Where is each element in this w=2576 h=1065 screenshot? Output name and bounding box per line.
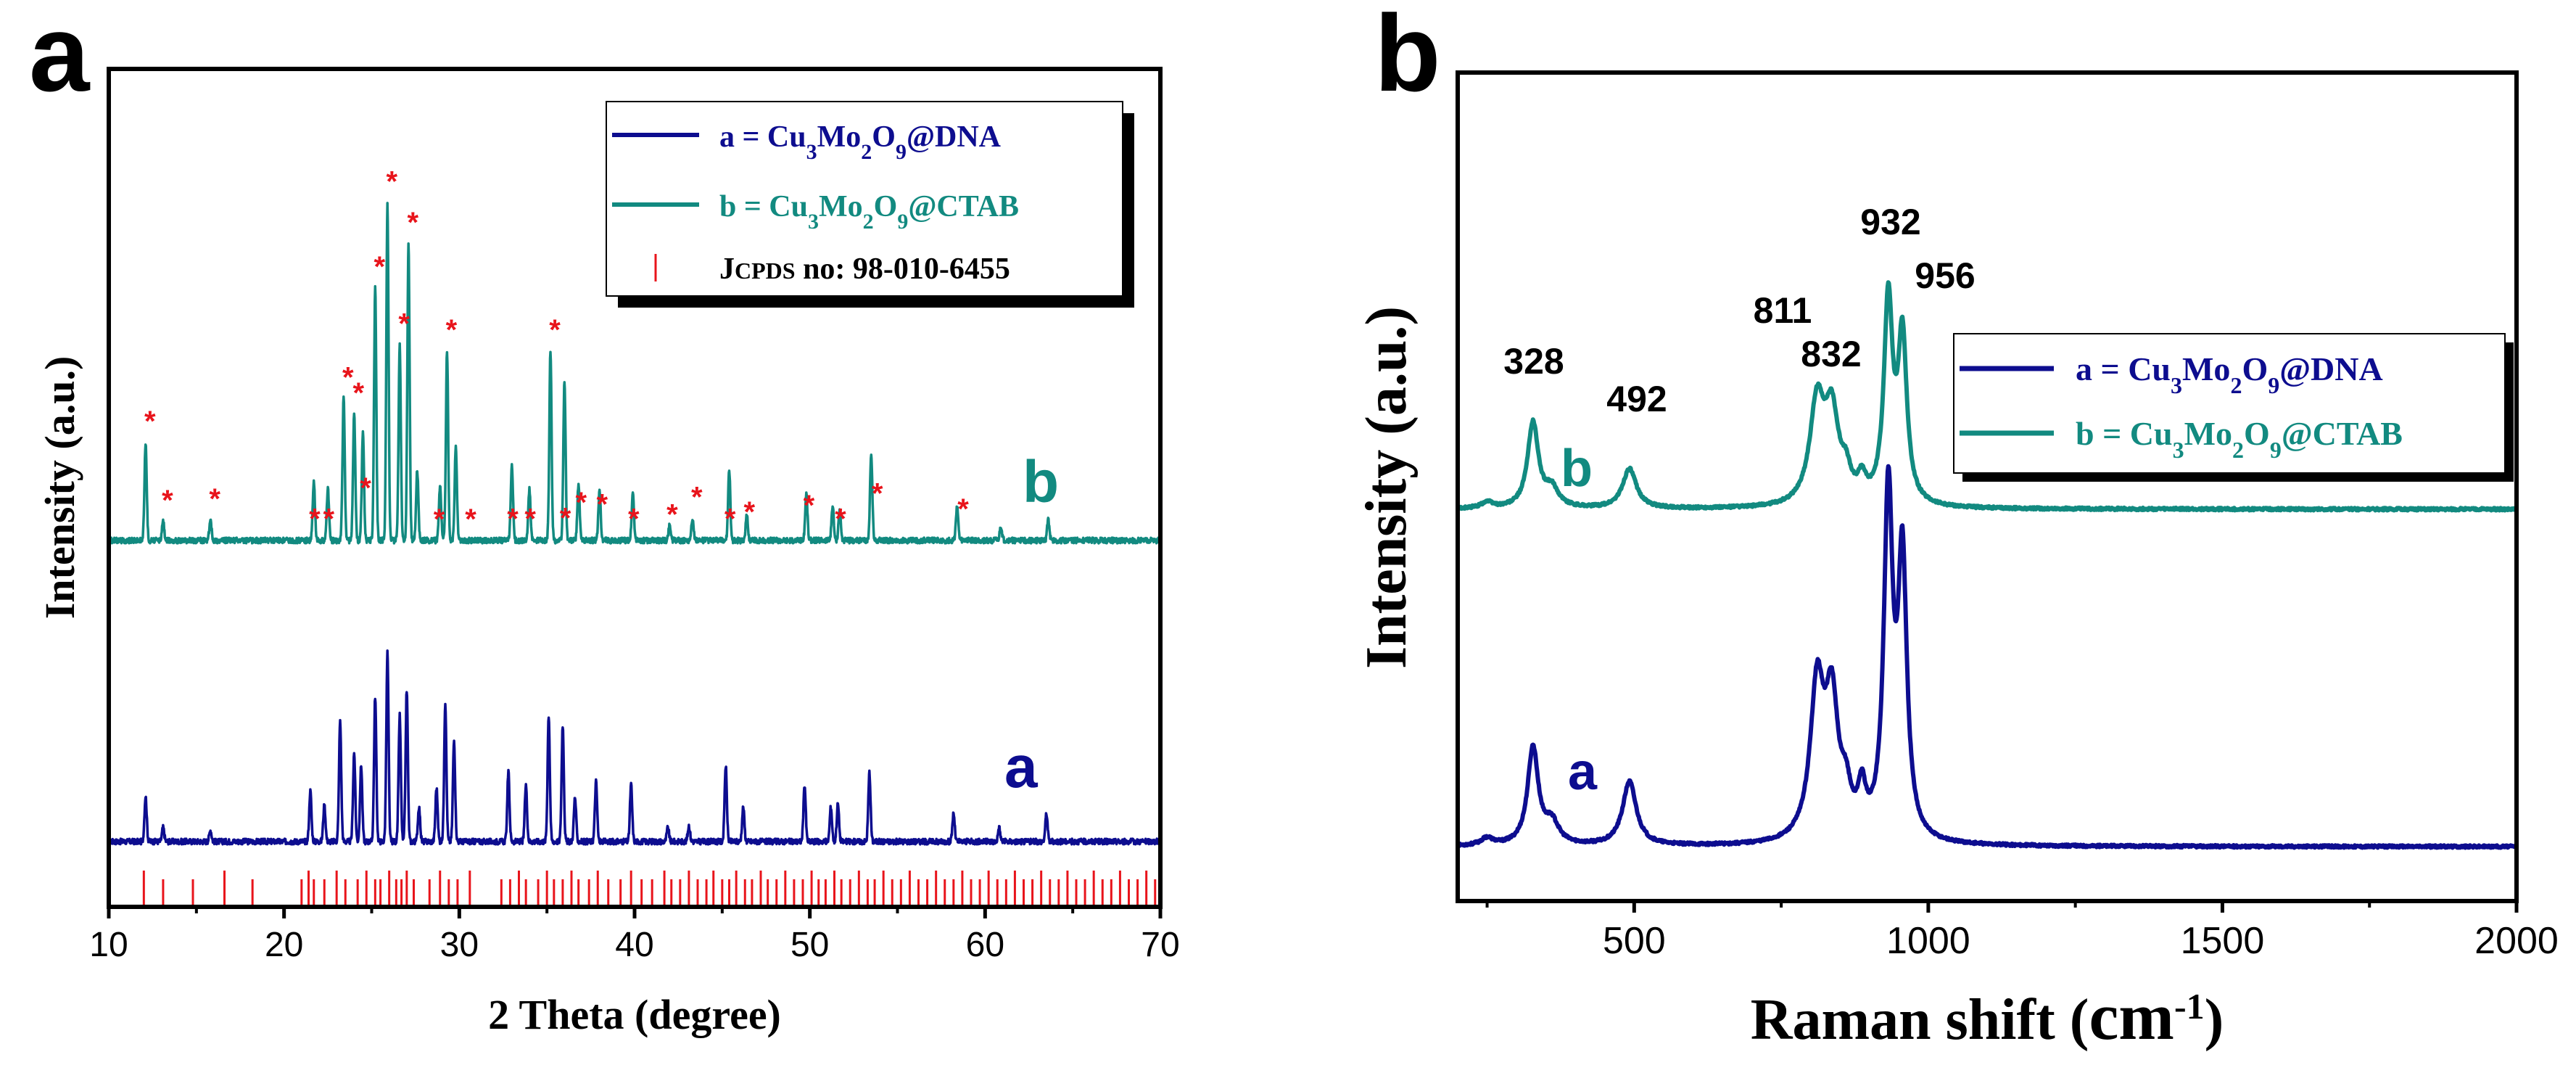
peak-marker: * <box>560 502 571 534</box>
panel-b-label: b <box>1374 0 1441 114</box>
peak-marker: * <box>691 482 703 514</box>
x-tick-label: 50 <box>790 926 829 964</box>
plot-frame <box>1456 70 2519 903</box>
y-axis-label: Intensity (a.u.) <box>1355 306 1419 669</box>
peak-label-956: 956 <box>1915 255 1975 296</box>
x-tick-label: 40 <box>615 926 653 964</box>
peak-marker: * <box>872 478 883 510</box>
peak-label-932: 932 <box>1860 202 1920 242</box>
curve-label-a: a <box>1004 734 1039 800</box>
peak-marker: * <box>743 496 755 528</box>
legend-entry-a: a = Cu3Mo2O9@DNA <box>719 120 1002 164</box>
peak-marker: * <box>342 361 354 393</box>
peak-marker: * <box>209 483 220 515</box>
curve-label-a: a <box>1568 743 1598 801</box>
y-axis-label: Intensity (a.u.) <box>36 356 83 620</box>
legend-entry-b: b = Cu3Mo2O9@CTAB <box>2076 415 2403 463</box>
peak-marker: * <box>386 166 397 198</box>
x-axis-ticks: 500 1000 1500 2000 <box>1485 901 2559 962</box>
peak-marker: * <box>446 314 458 346</box>
peak-marker: * <box>398 308 410 340</box>
peak-marker: * <box>353 377 365 409</box>
peak-marker: * <box>575 487 587 519</box>
peak-marker: * <box>507 503 519 535</box>
x-tick-label: 2000 <box>2474 920 2559 962</box>
peak-marker: * <box>434 503 445 535</box>
legend-entry-a: a = Cu3Mo2O9@DNA <box>2076 350 2383 398</box>
series-group <box>107 202 1162 846</box>
series-group <box>1456 280 2519 850</box>
peak-marker: * <box>144 406 156 437</box>
legend-entry-ref: JCPDS no: 98-010-6455 <box>719 252 1010 286</box>
panel-b: b 500 1000 1500 2000 Raman shift (cm-1) Int… <box>1355 0 2559 1053</box>
legend: a = Cu3Mo2O9@DNA b = Cu3Mo2O9@CTAB JCPDS… <box>606 101 1134 308</box>
x-tick-label: 10 <box>89 926 128 964</box>
panel-a-label: a <box>29 0 91 114</box>
peak-marker: * <box>628 503 640 535</box>
reference-lines <box>142 871 1157 905</box>
x-tick-label: 20 <box>265 926 303 964</box>
x-tick-label: 1000 <box>1886 920 1970 962</box>
peak-label-492: 492 <box>1606 379 1667 419</box>
peak-marker: * <box>724 503 736 535</box>
legend: a = Cu3Mo2O9@DNA b = Cu3Mo2O9@CTAB <box>1953 333 2514 482</box>
curve-label-b: b <box>1561 440 1593 498</box>
x-axis-label: 2 Theta (degree) <box>488 991 781 1038</box>
series-line-b <box>1456 280 2519 513</box>
peak-marker: * <box>323 503 334 535</box>
peak-label-328: 328 <box>1503 341 1564 382</box>
peak-marker: * <box>465 503 476 535</box>
peak-marker: * <box>666 499 678 531</box>
x-axis-ticks: 10 20 30 40 50 60 70 <box>89 907 1180 964</box>
x-axis-label: Raman shift (cm-1) <box>1751 979 2224 1053</box>
x-tick-label: 1500 <box>2181 920 2265 962</box>
peak-marker: * <box>596 489 608 521</box>
peak-marker: * <box>524 503 536 535</box>
peak-marker: * <box>835 503 846 535</box>
peak-label-832: 832 <box>1801 334 1861 374</box>
peak-marker: * <box>374 251 386 283</box>
peak-marker: * <box>957 493 969 525</box>
series-line-a <box>107 649 1162 846</box>
peak-marker: * <box>804 490 815 522</box>
peak-label-811: 811 <box>1754 290 1812 331</box>
panel-a: a ** ** *********** * *** * * * *** * * ** * 10 20 30 4… <box>29 0 1180 1038</box>
legend-entry-b: b = Cu3Mo2O9@CTAB <box>719 190 1019 234</box>
x-tick-label: 500 <box>1603 920 1666 962</box>
peak-marker: * <box>309 503 321 535</box>
curve-label-b: b <box>1023 449 1059 515</box>
peak-marker: * <box>162 485 173 517</box>
x-tick-label: 60 <box>966 926 1004 964</box>
peak-marker: * <box>407 207 418 239</box>
peak-marker: * <box>360 472 371 504</box>
legend-box <box>1953 333 2506 474</box>
series-line-a <box>1456 464 2519 850</box>
series-line-b <box>107 202 1162 545</box>
peak-markers: ** ** *********** * *** * * * *** * * ** * <box>144 166 969 535</box>
x-tick-label: 30 <box>440 926 479 964</box>
peak-marker: * <box>549 314 561 346</box>
x-tick-label: 70 <box>1141 926 1179 964</box>
